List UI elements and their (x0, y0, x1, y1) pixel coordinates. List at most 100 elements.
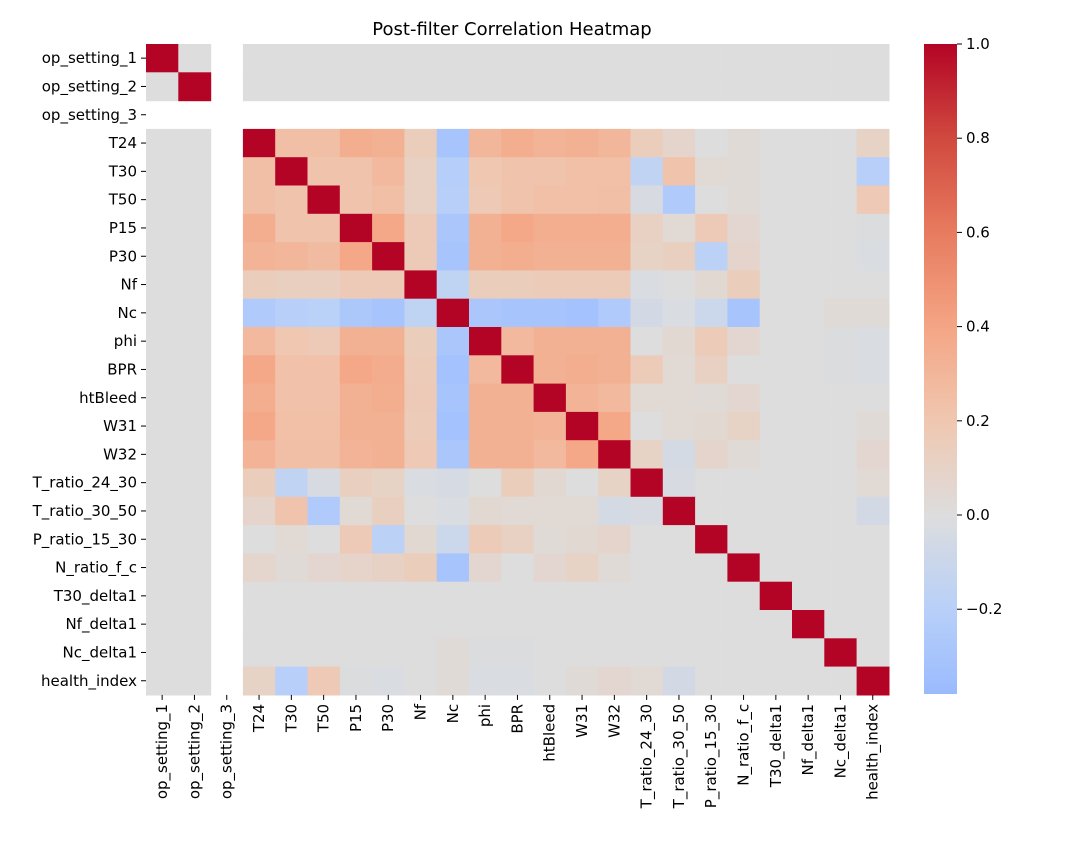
colorbar-tick-label: 0.8 (966, 129, 990, 147)
heatmap-cell (242, 411, 276, 441)
heatmap-cell (436, 72, 470, 102)
colorbar-tick-label: 1.0 (966, 35, 990, 53)
heatmap-cell (146, 157, 179, 187)
heatmap-cell (856, 242, 890, 271)
heatmap-cell (695, 666, 728, 696)
heatmap-cell (372, 44, 405, 73)
heatmap-cell (565, 581, 599, 611)
heatmap-cell (792, 72, 825, 102)
heatmap-cell (469, 298, 502, 328)
heatmap-cell (630, 44, 664, 73)
heatmap-cell (792, 411, 825, 441)
heatmap-cell (436, 270, 470, 300)
heatmap-cell (242, 270, 276, 300)
heatmap-cell (469, 638, 502, 668)
heatmap-cell (856, 638, 890, 668)
heatmap-cell (275, 355, 309, 385)
heatmap-cell (759, 666, 793, 696)
heatmap-cell (501, 157, 535, 187)
heatmap-cell (404, 525, 438, 554)
heatmap-cell (469, 610, 502, 639)
heatmap-cell (372, 525, 405, 554)
heatmap-cell (146, 468, 179, 498)
heatmap-cell (824, 496, 858, 526)
heatmap-cell (339, 638, 373, 668)
heatmap-cell (727, 440, 761, 470)
heatmap-cell (792, 298, 825, 328)
column-label: W31 (573, 704, 591, 738)
heatmap-cell (372, 185, 405, 215)
heatmap-cell (662, 468, 696, 498)
heatmap-cell (565, 185, 599, 215)
heatmap-cell (630, 411, 664, 441)
heatmap-cell (501, 496, 535, 526)
heatmap-cell (275, 128, 309, 158)
heatmap-cell (339, 44, 373, 73)
heatmap-cell (469, 355, 502, 385)
heatmap-cell (792, 440, 825, 470)
heatmap-cell (856, 610, 890, 639)
heatmap-cell (695, 355, 728, 385)
heatmap-cell (469, 581, 502, 611)
heatmap-cell (339, 128, 373, 158)
heatmap-cell (565, 411, 599, 441)
heatmap-cell (727, 553, 761, 583)
heatmap-cell (372, 610, 405, 639)
heatmap-cell (501, 525, 535, 554)
heatmap-cell (792, 128, 825, 158)
chart-title: Post-filter Correlation Heatmap (372, 19, 651, 40)
heatmap-cell (146, 44, 179, 73)
heatmap-cell (307, 411, 341, 441)
heatmap-cell (824, 610, 858, 639)
heatmap-cell (242, 581, 276, 611)
heatmap-cell (598, 638, 632, 668)
heatmap-cell (372, 440, 405, 470)
heatmap-cell (598, 553, 632, 583)
heatmap-cell (695, 411, 728, 441)
heatmap-cell (695, 610, 728, 639)
heatmap-cell (533, 128, 567, 158)
heatmap-cell (759, 581, 793, 611)
heatmap-cell (727, 610, 761, 639)
heatmap-cell (469, 213, 502, 243)
heatmap-cell (436, 128, 470, 158)
heatmap-cell (339, 355, 373, 385)
heatmap-cell (501, 440, 535, 470)
heatmap-cell (662, 553, 696, 583)
heatmap-cell (146, 270, 179, 300)
heatmap-cell (372, 298, 405, 328)
heatmap-cell (695, 270, 728, 300)
heatmap-cell (146, 525, 179, 554)
heatmap-cell (501, 327, 535, 356)
heatmap-cell (792, 468, 825, 498)
heatmap-cell (662, 496, 696, 526)
heatmap-cell (436, 525, 470, 554)
heatmap-cell (598, 44, 632, 73)
heatmap-cell (824, 525, 858, 554)
heatmap-cell (242, 157, 276, 187)
heatmap-cell (404, 355, 438, 385)
colorbar-tick-label: 0.4 (966, 318, 990, 336)
heatmap-cell (727, 298, 761, 328)
row-label: phi (114, 332, 137, 350)
heatmap-cell (824, 298, 858, 328)
heatmap-cell (501, 44, 535, 73)
heatmap-cell (404, 581, 438, 611)
heatmap-cell (242, 185, 276, 215)
heatmap-cell (759, 638, 793, 668)
heatmap-cell (469, 327, 502, 356)
heatmap-cell (404, 383, 438, 413)
heatmap-cell (275, 468, 309, 498)
heatmap-cell (630, 496, 664, 526)
heatmap-cell (824, 355, 858, 385)
heatmap-cell (372, 581, 405, 611)
heatmap-cell (307, 298, 341, 328)
heatmap-cell (469, 468, 502, 498)
heatmap-cell (469, 411, 502, 441)
row-label: Nc (118, 304, 137, 322)
heatmap-cell (339, 411, 373, 441)
heatmap-cell (565, 525, 599, 554)
heatmap-cell (856, 496, 890, 526)
heatmap-cell (565, 468, 599, 498)
